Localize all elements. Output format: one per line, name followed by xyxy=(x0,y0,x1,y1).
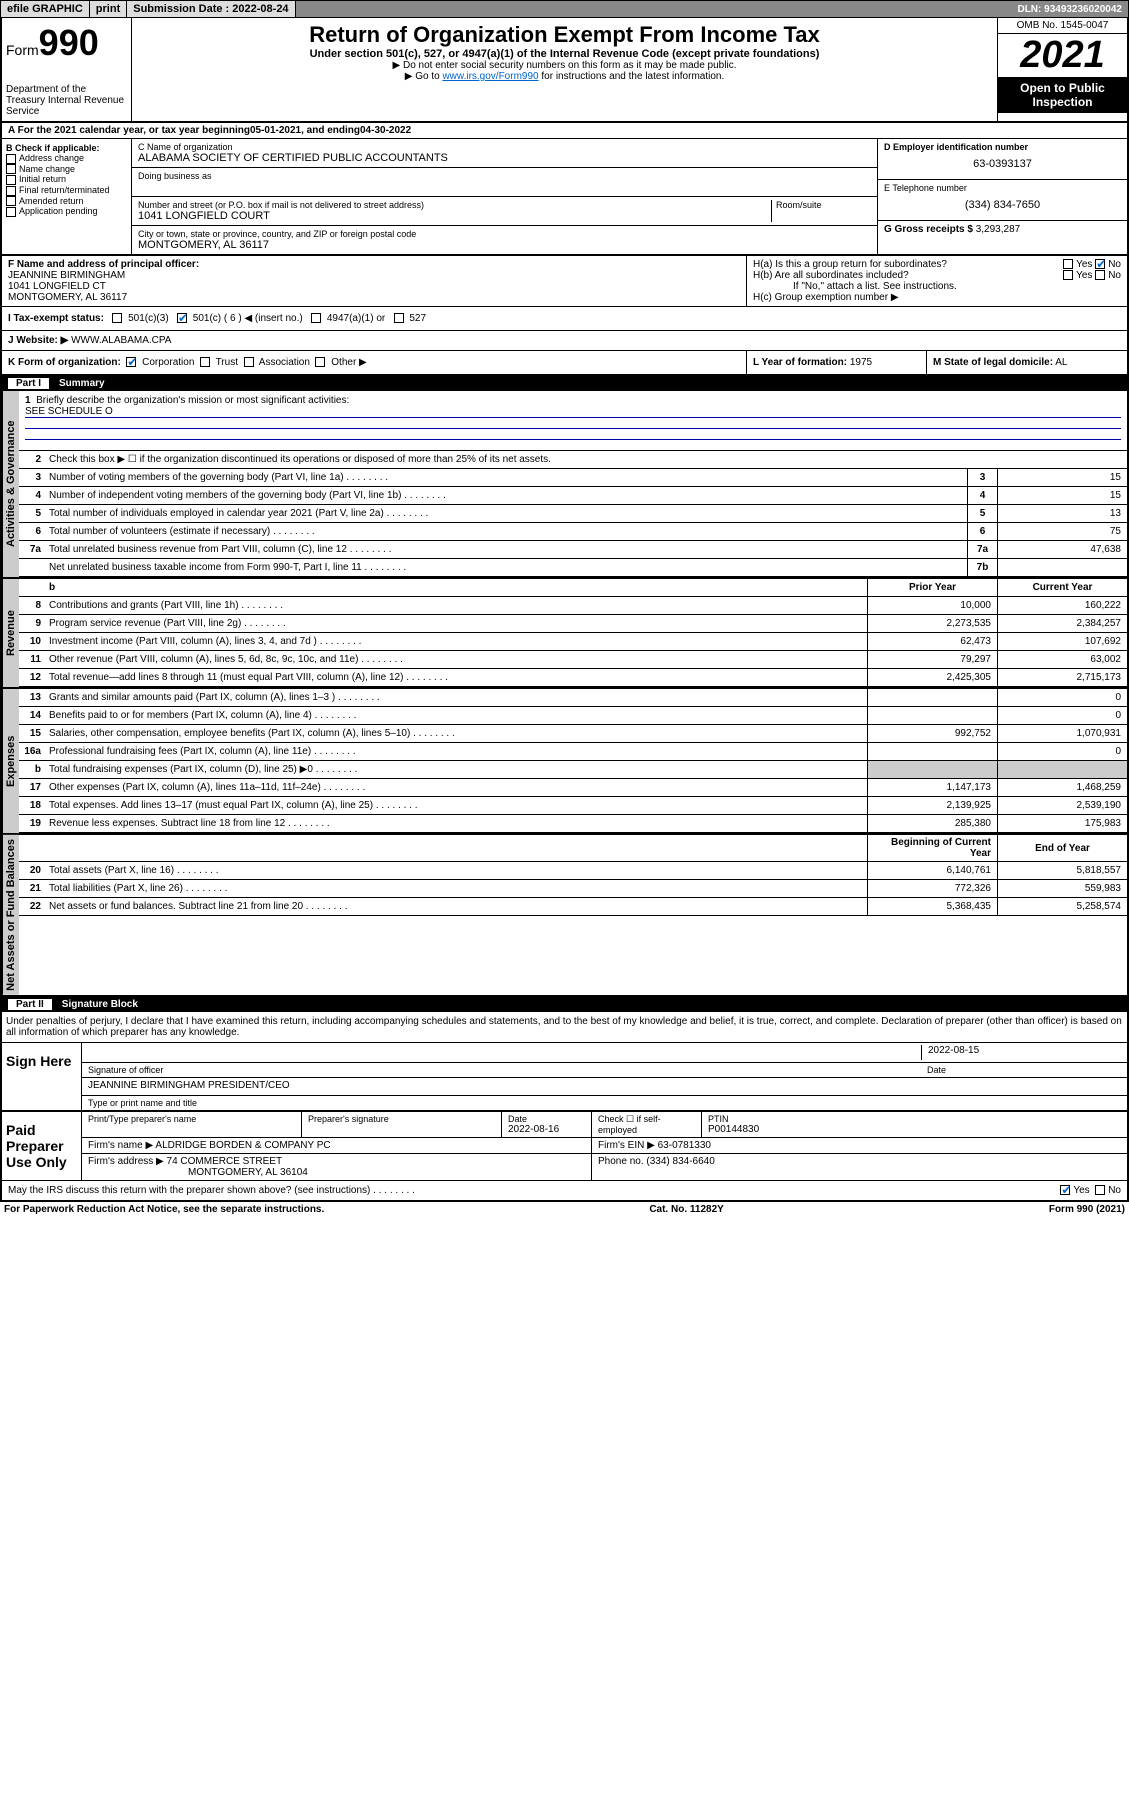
ssn-note: ▶ Do not enter social security numbers o… xyxy=(136,60,993,71)
omb-number: OMB No. 1545-0047 xyxy=(998,18,1127,34)
line-a: A For the 2021 calendar year, or tax yea… xyxy=(0,123,1129,139)
dept-label: Department of the Treasury Internal Reve… xyxy=(6,84,127,117)
netassets-section: Net Assets or Fund Balances Beginning of… xyxy=(0,835,1129,997)
line-13: 13Grants and similar amounts paid (Part … xyxy=(19,689,1127,707)
line-5: 5Total number of individuals employed in… xyxy=(19,505,1127,523)
instructions-link-line: ▶ Go to www.irs.gov/Form990 for instruct… xyxy=(136,71,993,82)
netassets-tab: Net Assets or Fund Balances xyxy=(2,835,19,995)
form-title: Return of Organization Exempt From Incom… xyxy=(136,22,993,48)
line-10: 10Investment income (Part VIII, column (… xyxy=(19,633,1127,651)
address-box: Number and street (or P.O. box if mail i… xyxy=(132,197,877,226)
org-name-box: C Name of organization ALABAMA SOCIETY O… xyxy=(132,139,877,168)
line-3: 3Number of voting members of the governi… xyxy=(19,469,1127,487)
row-f-h: F Name and address of principal officer:… xyxy=(0,256,1129,307)
form-number: Form990 xyxy=(6,22,127,64)
governance-tab: Activities & Governance xyxy=(2,391,19,577)
tax-year: 2021 xyxy=(998,34,1127,77)
expenses-tab: Expenses xyxy=(2,689,19,833)
entity-block: B Check if applicable: Address change Na… xyxy=(0,139,1129,256)
line-14: 14Benefits paid to or for members (Part … xyxy=(19,707,1127,725)
line-7b: Net unrelated business taxable income fr… xyxy=(19,559,1127,577)
line-7a: 7aTotal unrelated business revenue from … xyxy=(19,541,1127,559)
expenses-section: Expenses 13Grants and similar amounts pa… xyxy=(0,689,1129,835)
revenue-section: Revenue bPrior YearCurrent Year 8Contrib… xyxy=(0,579,1129,689)
line-9: 9Program service revenue (Part VIII, lin… xyxy=(19,615,1127,633)
dba-box: Doing business as xyxy=(132,168,877,197)
line-b: bTotal fundraising expenses (Part IX, co… xyxy=(19,761,1127,779)
sign-here-label: Sign Here xyxy=(2,1043,82,1110)
print-button[interactable]: print xyxy=(90,1,127,17)
discuss-row: May the IRS discuss this return with the… xyxy=(2,1181,1127,1200)
part-1-header: Part ISummary xyxy=(0,376,1129,391)
line-18: 18Total expenses. Add lines 13–17 (must … xyxy=(19,797,1127,815)
city-box: City or town, state or province, country… xyxy=(132,226,877,254)
line-11: 11Other revenue (Part VIII, column (A), … xyxy=(19,651,1127,669)
line-16a: 16aProfessional fundraising fees (Part I… xyxy=(19,743,1127,761)
revenue-tab: Revenue xyxy=(2,579,19,687)
submission-date: Submission Date : 2022-08-24 xyxy=(127,1,295,17)
page-footer: For Paperwork Reduction Act Notice, see … xyxy=(0,1202,1129,1217)
paid-preparer-label: Paid Preparer Use Only xyxy=(2,1112,82,1180)
governance-section: Activities & Governance 1 Briefly descri… xyxy=(0,391,1129,579)
phone-box: E Telephone number (334) 834-7650 xyxy=(878,180,1127,221)
top-toolbar: efile GRAPHIC print Submission Date : 20… xyxy=(0,0,1129,18)
ein-box: D Employer identification number 63-0393… xyxy=(878,139,1127,180)
line-15: 15Salaries, other compensation, employee… xyxy=(19,725,1127,743)
dln-label: DLN: 93493236020042 xyxy=(1011,2,1128,17)
col-b-checkboxes: B Check if applicable: Address change Na… xyxy=(2,139,132,254)
form-subtitle: Under section 501(c), 527, or 4947(a)(1)… xyxy=(136,48,993,60)
line-20: 20Total assets (Part X, line 16) 6,140,7… xyxy=(19,862,1127,880)
efile-button[interactable]: efile GRAPHIC xyxy=(1,1,90,17)
line-22: 22Net assets or fund balances. Subtract … xyxy=(19,898,1127,916)
line-6: 6Total number of volunteers (estimate if… xyxy=(19,523,1127,541)
signature-block: Under penalties of perjury, I declare th… xyxy=(0,1012,1129,1202)
line-12: 12Total revenue—add lines 8 through 11 (… xyxy=(19,669,1127,687)
line-4: 4Number of independent voting members of… xyxy=(19,487,1127,505)
line-8: 8Contributions and grants (Part VIII, li… xyxy=(19,597,1127,615)
line-17: 17Other expenses (Part IX, column (A), l… xyxy=(19,779,1127,797)
irs-link[interactable]: www.irs.gov/Form990 xyxy=(442,71,538,82)
inspection-label: Open to Public Inspection xyxy=(998,77,1127,113)
form-header: Form990 Department of the Treasury Inter… xyxy=(0,18,1129,123)
perjury-declaration: Under penalties of perjury, I declare th… xyxy=(2,1012,1127,1043)
part-2-header: Part IISignature Block xyxy=(0,997,1129,1012)
gross-receipts-box: G Gross receipts $ 3,293,287 xyxy=(878,221,1127,238)
row-i-tax-status: I Tax-exempt status: 501(c)(3) 501(c) ( … xyxy=(0,307,1129,331)
row-k-l-m: K Form of organization: Corporation Trus… xyxy=(0,351,1129,376)
line-21: 21Total liabilities (Part X, line 26) 77… xyxy=(19,880,1127,898)
line-19: 19Revenue less expenses. Subtract line 1… xyxy=(19,815,1127,833)
row-j-website: J Website: ▶ WWW.ALABAMA.CPA xyxy=(0,331,1129,351)
